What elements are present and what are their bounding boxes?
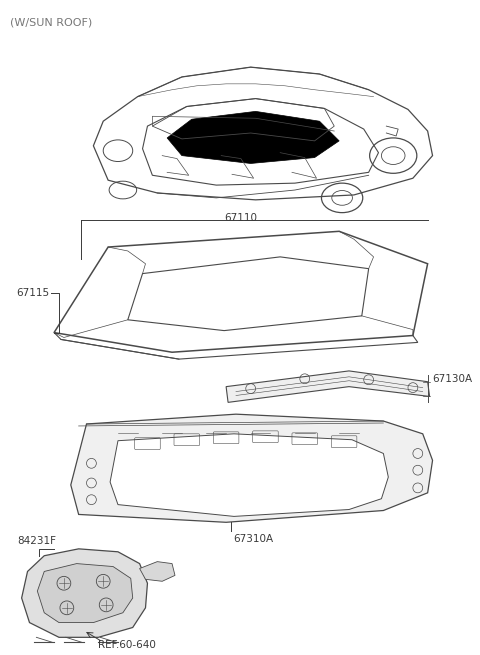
Text: 67310A: 67310A <box>234 534 274 544</box>
Polygon shape <box>71 414 432 522</box>
Text: 67110: 67110 <box>224 214 257 223</box>
Text: 67115: 67115 <box>16 288 49 298</box>
Polygon shape <box>110 434 388 516</box>
Text: 84231F: 84231F <box>18 536 57 546</box>
Polygon shape <box>226 371 430 402</box>
Polygon shape <box>22 549 147 637</box>
Polygon shape <box>167 111 339 164</box>
Polygon shape <box>140 561 175 581</box>
Text: REF.60-640: REF.60-640 <box>98 641 156 650</box>
Polygon shape <box>37 563 132 622</box>
Text: 67130A: 67130A <box>432 374 473 384</box>
Text: (W/SUN ROOF): (W/SUN ROOF) <box>10 17 92 27</box>
